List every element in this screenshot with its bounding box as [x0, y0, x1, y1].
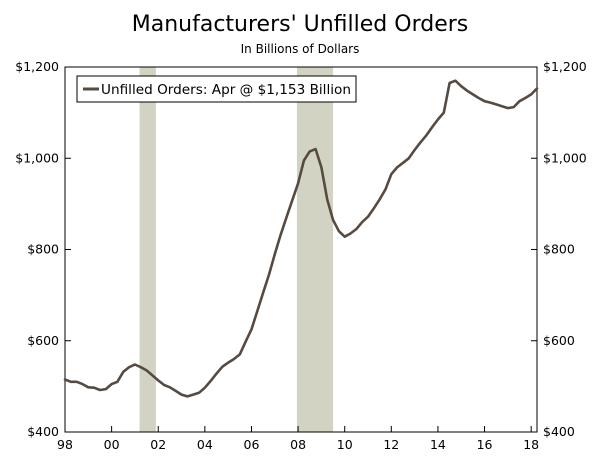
recession-band: [296, 67, 334, 432]
chart-title: Manufacturers' Unfilled Orders: [131, 12, 469, 37]
y-tick-label-left: $1,000: [15, 150, 59, 165]
y-tick-label-left: $800: [27, 242, 59, 257]
series-layer: [63, 79, 539, 398]
y-tick-label-left: $400: [27, 424, 59, 439]
legend-box: [76, 75, 357, 103]
x-tick-label: 18: [523, 437, 539, 452]
x-tick-label: 98: [57, 437, 73, 452]
x-tick-label: 04: [197, 437, 213, 452]
x-tick-label: 16: [477, 437, 493, 452]
x-tick-label: 12: [383, 437, 399, 452]
y-tick-label-right: $400: [543, 424, 575, 439]
x-tick-label: 08: [290, 437, 306, 452]
recession-band: [139, 67, 156, 432]
y-tick-label-right: $600: [543, 333, 575, 348]
y-tick-label-left: $600: [27, 333, 59, 348]
recession-bands: [139, 67, 334, 432]
chart-subtitle: In Billions of Dollars: [240, 42, 360, 56]
y-tick-label-right: $1,200: [543, 59, 587, 74]
x-tick-label: 14: [430, 437, 446, 452]
y-tick-label-right: $1,000: [543, 150, 587, 165]
x-tick-label: 00: [104, 437, 120, 452]
x-tick-label: 02: [150, 437, 166, 452]
axis-ticks: $400 $400 $600 $600 $800 $800 $1,000 $1,000 $1,2…: [15, 59, 587, 452]
legend: Unfilled Orders: Apr @ $1,153 Billion: [76, 75, 357, 103]
y-tick-label-right: $800: [543, 242, 575, 257]
x-tick-label: 10: [337, 437, 353, 452]
x-tick-label: 06: [244, 437, 260, 452]
series-line: [63, 79, 539, 398]
legend-entry: Unfilled Orders: Apr @ $1,153 Billion: [101, 83, 351, 98]
y-tick-label-left: $1,200: [15, 59, 59, 74]
